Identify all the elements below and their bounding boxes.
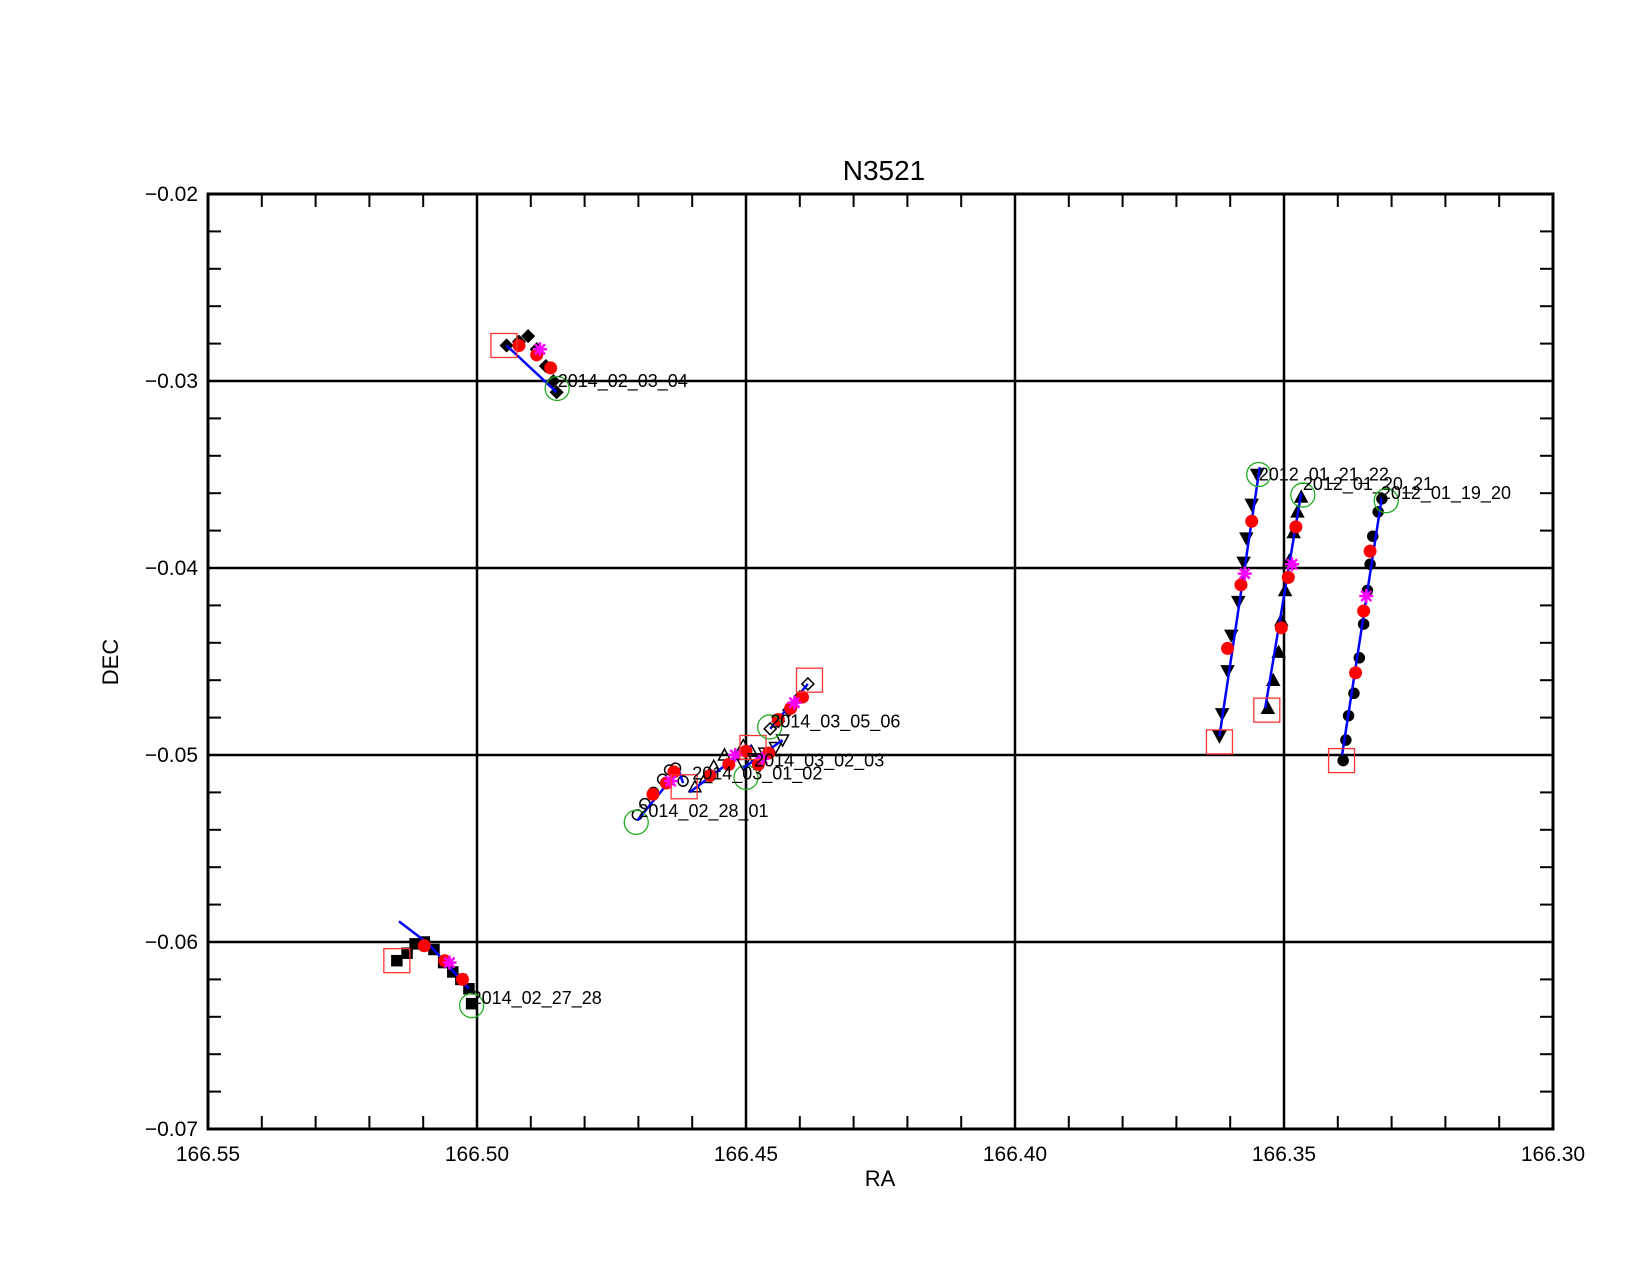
plot-frame [206, 192, 1555, 1131]
start-box-marker [1253, 697, 1281, 723]
track-label: 2014_02_03_04 [558, 371, 688, 392]
y-tick-label: −0.06 [145, 931, 198, 954]
magenta-star-marker [1359, 589, 1374, 604]
red-dot-marker [417, 939, 431, 953]
start-box-marker [1327, 747, 1356, 774]
end-circle-marker [1290, 482, 1316, 508]
x-tick-labels: 166.55 166.50 166.45 166.40 166.35 166.30 [176, 1143, 1585, 1166]
track-2014_02_28_01: 2014_02_28_01 [623, 762, 769, 835]
start-box-marker [383, 948, 411, 974]
data-point-triangle-down [775, 734, 790, 748]
x-tick-label: 166.45 [714, 1143, 778, 1166]
track-label: 2014_03_02_03 [754, 751, 884, 772]
start-box-marker [1205, 729, 1234, 755]
end-circle-marker [1246, 461, 1272, 488]
data-point-diamond [800, 676, 815, 692]
x-tick-label: 166.55 [176, 1143, 240, 1166]
track-2014_03_05_06: 2014_03_05_06 [757, 667, 900, 740]
track-2014_02_03_04: 2014_02_03_04 [490, 329, 688, 402]
grid-lines [208, 194, 1553, 1129]
track-2012_01_20_21: 2012_01_20_21 [1253, 474, 1433, 723]
end-circle-marker [757, 714, 783, 740]
y-tick-labels: −0.07 −0.06 −0.05 −0.04 −0.03 −0.02 [145, 183, 198, 1141]
red-dot-marker [722, 757, 736, 771]
red-dot-marker [1281, 570, 1295, 584]
end-circle-marker [458, 992, 485, 1019]
start-box-marker [795, 667, 824, 693]
x-tick-label: 166.30 [1521, 1143, 1585, 1166]
track-2014_03_01_02: 2014_03_01_02 [670, 738, 822, 800]
red-dot-marker [646, 787, 660, 801]
y-tick-label: −0.03 [145, 370, 198, 393]
red-dot-marker [1274, 621, 1288, 635]
y-tick-label: −0.05 [145, 744, 198, 767]
track-label: 2014_02_27_28 [472, 988, 602, 1009]
chart-title: N3521 [843, 155, 926, 186]
data-point-triangle [1260, 700, 1276, 714]
data-point-circle [1337, 754, 1349, 767]
y-tick-label: −0.04 [145, 557, 198, 580]
red-dot-marker [544, 361, 558, 375]
red-dot-marker [455, 972, 469, 986]
track-fit-line [1218, 466, 1262, 737]
x-axis-label: RA [865, 1166, 896, 1191]
track-2014_03_02_03: 2014_03_02_03 [736, 734, 884, 772]
end-circle-marker [1373, 488, 1399, 514]
track-fit-line [505, 344, 558, 394]
red-dot-marker [512, 338, 526, 352]
magenta-star-marker [787, 695, 802, 710]
magenta-star-marker [442, 955, 457, 970]
red-dot-marker [1221, 641, 1235, 655]
red-dot-marker [1289, 520, 1303, 534]
red-dot-marker [1234, 578, 1248, 592]
magenta-star-marker [755, 751, 770, 766]
track-fit-line [1340, 496, 1384, 756]
data-point-square [391, 954, 403, 967]
x-tick-label: 166.40 [983, 1143, 1047, 1166]
red-dot-marker [703, 769, 717, 783]
start-box-marker [490, 332, 518, 359]
track-label: 2012_01_19_20 [1381, 483, 1511, 504]
track-label: 2014_03_01_02 [692, 764, 822, 785]
red-dot-marker [1245, 514, 1259, 528]
red-dot-marker [1363, 544, 1377, 558]
magenta-star-marker [1285, 557, 1300, 572]
magenta-star-marker [532, 342, 547, 357]
track-2014_02_27_28: 2014_02_27_28 [383, 920, 602, 1019]
start-box-marker [739, 734, 767, 761]
magenta-star-marker [1237, 566, 1252, 581]
track-label: 2014_02_28_01 [638, 801, 768, 822]
end-circle-marker [544, 375, 570, 402]
track-label: 2012_01_21_22 [1259, 465, 1389, 486]
red-dot-marker [795, 690, 809, 704]
track-series: 2014_02_03_04 2014_02_27_28 2014_02_28_01 2… [383, 329, 1511, 1019]
track-label: 2012_01_20_21 [1303, 474, 1433, 495]
data-point-square [401, 947, 413, 959]
x-tick-label: 166.35 [1252, 1143, 1316, 1166]
minor-ticks [207, 193, 1554, 1130]
track-2012_01_19_20: 2012_01_19_20 [1327, 483, 1511, 774]
magenta-star-marker [728, 748, 743, 762]
data-point-square [465, 997, 478, 1010]
track-label: 2014_03_05_06 [770, 711, 900, 732]
data-point-triangle-down [1231, 595, 1246, 610]
end-circle-marker [623, 809, 649, 835]
y-axis-label: DEC [98, 639, 123, 686]
start-box-marker [670, 774, 698, 800]
data-point-circle [677, 775, 689, 787]
red-dot-marker [1357, 604, 1371, 618]
data-point-diamond [763, 721, 778, 736]
red-dot-marker [1349, 666, 1363, 680]
track-2012_01_21_22: 2012_01_21_22 [1205, 461, 1389, 755]
x-tick-label: 166.50 [445, 1143, 509, 1166]
y-tick-label: −0.07 [145, 1118, 198, 1141]
data-point-diamond [521, 329, 536, 344]
y-tick-label: −0.02 [145, 183, 198, 206]
